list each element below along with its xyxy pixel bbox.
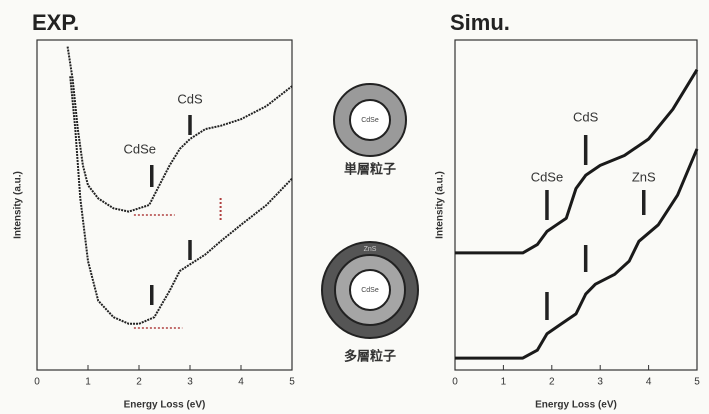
annotation: CdSe	[531, 169, 564, 184]
x-tick-label: 5	[694, 377, 700, 388]
core-label: CdSe	[361, 287, 379, 294]
data-line	[455, 68, 699, 255]
chart-title: Simu.	[450, 10, 510, 35]
x-tick-label: 0	[34, 377, 40, 388]
chart: Simu. 0 1 2 3 4 5 Energy Loss (eV) Intensity (a.…	[435, 10, 701, 411]
x-tick-label: 3	[597, 377, 603, 388]
x-tick-label: 4	[238, 377, 244, 388]
outer-label: ZnS	[364, 246, 377, 253]
x-tick-label: 5	[289, 377, 295, 388]
x-axis-label: Energy Loss (eV)	[124, 400, 206, 411]
annotation: ZnS	[632, 169, 656, 184]
annotation: CdS	[177, 91, 203, 106]
x-tick-label: 2	[136, 377, 142, 388]
plot-frame	[454, 39, 698, 371]
data-line	[455, 148, 699, 360]
chart: EXP. 0 1 2 3 4 5 Energy Loss (eV) Intensity (a.u…	[13, 10, 296, 411]
plot-frame	[36, 39, 293, 371]
particle-label: 単層粒子	[344, 161, 396, 176]
single-particle: CdSe 単層粒子	[333, 83, 407, 176]
core-label: CdSe	[361, 117, 379, 124]
data-line	[69, 76, 293, 325]
y-axis-label: Intensity (a.u.)	[13, 171, 24, 239]
multi-particle: CdSe ZnS 多層粒子	[321, 241, 419, 363]
annotation: CdS	[573, 109, 599, 124]
chart-title: EXP.	[32, 10, 79, 35]
data-line	[66, 46, 293, 213]
y-axis-label: Intensity (a.u.)	[435, 171, 446, 239]
particle-label: 多層粒子	[344, 348, 396, 363]
x-tick-label: 4	[646, 377, 652, 388]
core	[349, 269, 391, 311]
annotation: CdSe	[123, 141, 156, 156]
x-axis-label: Energy Loss (eV)	[535, 400, 617, 411]
x-tick-label: 1	[501, 377, 507, 388]
x-tick-label: 1	[85, 377, 91, 388]
x-tick-label: 0	[452, 377, 458, 388]
core	[349, 99, 391, 141]
x-tick-label: 3	[187, 377, 193, 388]
x-tick-label: 2	[549, 377, 555, 388]
